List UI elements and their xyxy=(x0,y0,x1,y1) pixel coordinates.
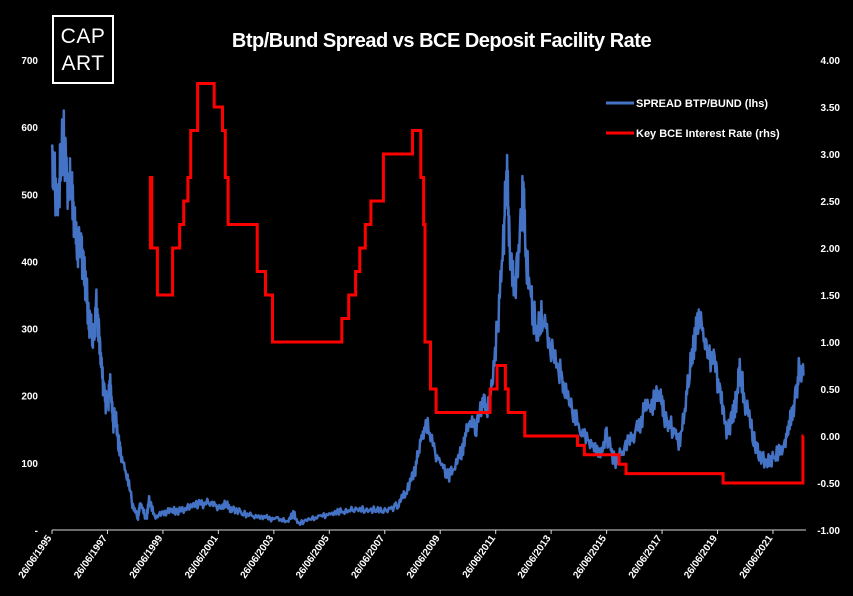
x-tick-label: 26/06/2011 xyxy=(461,533,499,580)
y-left-tick-label: 100 xyxy=(21,459,38,470)
spread-series-line xyxy=(50,109,805,526)
x-tick-label: 26/06/1995 xyxy=(17,533,55,581)
x-tick-label: 26/06/2009 xyxy=(405,533,443,581)
x-tick-label: 26/06/2013 xyxy=(516,533,554,581)
legend-spread-label: SPREAD BTP/BUND (lhs) xyxy=(636,98,768,110)
x-tick-label: 26/06/2019 xyxy=(682,533,720,581)
y-left-tick-label: 700 xyxy=(21,56,38,67)
rate-series-line xyxy=(148,82,805,485)
x-tick-label: 26/06/1997 xyxy=(72,533,110,581)
capart-logo: CAP ART xyxy=(52,15,114,84)
x-tick-label: 26/06/2005 xyxy=(294,533,332,581)
y-left-tick-label: 400 xyxy=(21,257,38,268)
x-tick-label: 26/06/2015 xyxy=(571,533,609,581)
chart-title: Btp/Bund Spread vs BCE Deposit Facility … xyxy=(231,30,652,52)
y-right-tick-label: 0.50 xyxy=(821,385,841,396)
y-right-tick-label: 2.50 xyxy=(821,197,841,208)
y-right-tick-label: 4.00 xyxy=(821,56,841,67)
y-right-tick-label: 0.00 xyxy=(821,432,841,443)
y-right-tick-label: -1.00 xyxy=(817,526,840,537)
y-right-tick-label: -0.50 xyxy=(817,479,840,490)
legend-rate-label: Key BCE Interest Rate (rhs) xyxy=(636,128,780,140)
y-left-tick-label: 200 xyxy=(21,392,38,403)
y-right-tick-label: 3.50 xyxy=(821,103,841,114)
y-right-tick-label: 1.00 xyxy=(821,338,841,349)
logo-line-1: CAP xyxy=(60,25,106,48)
x-tick-label: 26/06/2003 xyxy=(239,533,277,581)
y-left-tick-label: - xyxy=(35,526,38,537)
y-right-tick-label: 1.50 xyxy=(821,291,841,302)
x-tick-label: 26/06/2007 xyxy=(349,533,387,581)
y-left-tick-label: 600 xyxy=(21,123,38,134)
x-tick-label: 26/06/2021 xyxy=(738,533,776,581)
y-right-tick-label: 3.00 xyxy=(821,150,841,161)
y-left-tick-label: 500 xyxy=(21,190,38,201)
x-tick-label: 26/06/2017 xyxy=(627,533,665,581)
y-left-tick-label: 300 xyxy=(21,325,38,336)
y-right-tick-label: 2.00 xyxy=(821,244,841,255)
x-tick-label: 26/06/1999 xyxy=(128,533,166,581)
x-tick-label: 26/06/2001 xyxy=(183,533,221,581)
logo-line-2: ART xyxy=(61,52,105,75)
